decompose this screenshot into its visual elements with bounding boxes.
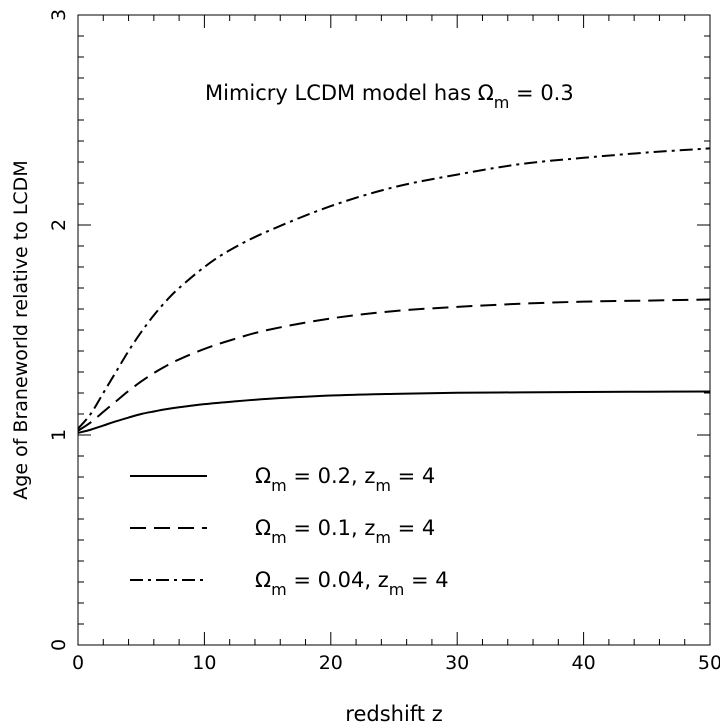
x-tick-label: 10 [192, 652, 216, 674]
legend: Ωm = 0.2, zm = 4 Ωm = 0.1, zm = 4 Ωm = 0.0… [130, 464, 449, 599]
axis-tick-labels: 0 10 20 30 40 50 0 1 2 3 [48, 9, 720, 674]
x-tick-label: 20 [319, 652, 343, 674]
axis-ticks [77, 14, 711, 646]
y-tick-label: 0 [48, 639, 70, 651]
y-tick-label: 3 [48, 9, 70, 21]
legend-label: Ωm = 0.04, zm = 4 [255, 568, 449, 599]
x-tick-label: 50 [698, 652, 720, 674]
legend-label: Ωm = 0.1, zm = 4 [255, 516, 435, 547]
y-axis-label: Age of Braneworld relative to LCDM [10, 160, 32, 499]
x-axis-label: redshift z [345, 702, 442, 726]
series-line-dashdot [77, 147, 711, 430]
x-tick-label: 0 [72, 652, 84, 674]
series-lines [77, 147, 711, 434]
y-tick-label: 2 [48, 219, 70, 231]
series-line-dashed [77, 298, 711, 432]
y-tick-label: 1 [48, 429, 70, 441]
plot-frame [77, 14, 711, 646]
x-tick-label: 40 [572, 652, 596, 674]
series-line-solid [77, 390, 711, 434]
x-tick-label: 30 [445, 652, 469, 674]
legend-label: Ωm = 0.2, zm = 4 [255, 464, 435, 495]
annotation: Mimicry LCDM model has Ωm = 0.3 [205, 81, 574, 112]
